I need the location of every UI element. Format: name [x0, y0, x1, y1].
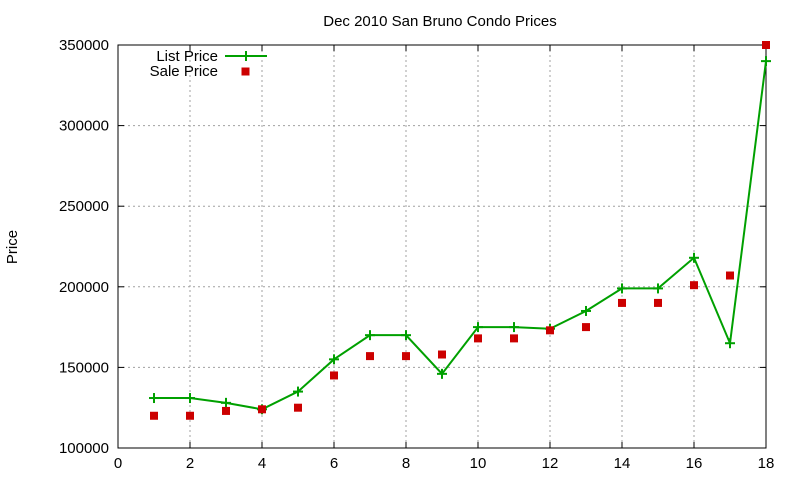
sale-price-point	[474, 334, 482, 343]
x-tick-label: 14	[614, 455, 631, 472]
y-axis-label: Price	[4, 230, 21, 264]
list-price-point	[617, 283, 627, 294]
sale-price-point	[582, 323, 590, 332]
list-price-point	[149, 393, 159, 404]
x-tick-label: 12	[542, 455, 559, 472]
sale-price-point	[150, 411, 158, 420]
list-price-point	[725, 338, 735, 349]
list-price-point	[401, 330, 411, 341]
sale-price-point	[762, 41, 770, 49]
series	[149, 41, 771, 420]
x-tick-label: 0	[114, 455, 122, 472]
sale-price-point	[402, 352, 410, 361]
sale-price-point	[294, 403, 302, 412]
list-price-point	[437, 368, 447, 379]
sale-price-point	[726, 271, 734, 280]
list-price-point	[473, 322, 483, 333]
y-tick-label: 350000	[59, 37, 109, 54]
list-price-point	[653, 283, 663, 294]
x-tick-label: 6	[330, 455, 338, 472]
chart-title: Dec 2010 San Bruno Condo Prices	[323, 13, 556, 30]
sale-price-point	[438, 350, 446, 359]
sale-price-point	[690, 281, 698, 290]
sale-price-point	[186, 411, 194, 420]
x-tick-label: 8	[402, 455, 410, 472]
list-price-point	[365, 330, 375, 341]
sale-price-point	[546, 326, 554, 335]
x-tick-label: 2	[186, 455, 194, 472]
sale-price-point	[654, 298, 662, 307]
sale-price-point	[618, 298, 626, 307]
y-tick-label: 250000	[59, 198, 109, 215]
axis-ticks: 0 2 4 6 8 10 12 14 16 18 100000 150000 200000 250000 3…	[59, 37, 774, 472]
list-price-point	[509, 322, 519, 333]
list-price-point	[761, 56, 771, 67]
x-tick-label: 18	[758, 455, 775, 472]
sale-price-point	[366, 352, 374, 361]
x-tick-label: 4	[258, 455, 266, 472]
legend-label-sale-price: Sale Price	[150, 63, 218, 80]
list-price-point	[581, 305, 591, 316]
list-price-line	[154, 60, 767, 411]
sale-price-point	[330, 371, 338, 380]
y-tick-label: 200000	[59, 279, 109, 296]
list-price-point	[329, 354, 339, 365]
sale-price-point	[258, 405, 266, 414]
y-tick-label: 150000	[59, 359, 109, 376]
list-price-point	[185, 393, 195, 404]
legend-label-list-price: List Price	[156, 48, 218, 65]
list-price-point	[689, 252, 699, 263]
legend: List Price Sale Price	[150, 48, 267, 80]
legend-marker-list-price	[241, 51, 251, 61]
plot-frame	[117, 44, 767, 449]
y-tick-label: 100000	[59, 440, 109, 457]
list-price-point	[221, 397, 231, 408]
list-price-point	[293, 386, 303, 397]
sale-price-point	[222, 406, 230, 415]
y-tick-label: 300000	[59, 118, 109, 135]
x-tick-label: 10	[470, 455, 487, 472]
x-tick-label: 16	[686, 455, 703, 472]
sale-price-point	[510, 334, 518, 343]
legend-marker-sale-price	[241, 67, 250, 76]
